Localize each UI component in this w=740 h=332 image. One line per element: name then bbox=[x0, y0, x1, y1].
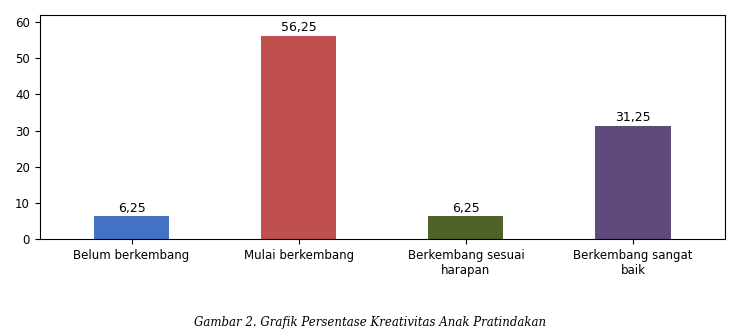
Text: 31,25: 31,25 bbox=[615, 111, 651, 124]
Text: 56,25: 56,25 bbox=[281, 21, 317, 34]
Text: 6,25: 6,25 bbox=[118, 202, 146, 215]
Text: Gambar 2. Grafik Persentase Kreativitas Anak Pratindakan: Gambar 2. Grafik Persentase Kreativitas … bbox=[194, 316, 546, 329]
Bar bbox=[261, 36, 336, 239]
Text: 6,25: 6,25 bbox=[452, 202, 480, 215]
Bar bbox=[596, 126, 670, 239]
Bar bbox=[94, 216, 169, 239]
Bar bbox=[428, 216, 503, 239]
